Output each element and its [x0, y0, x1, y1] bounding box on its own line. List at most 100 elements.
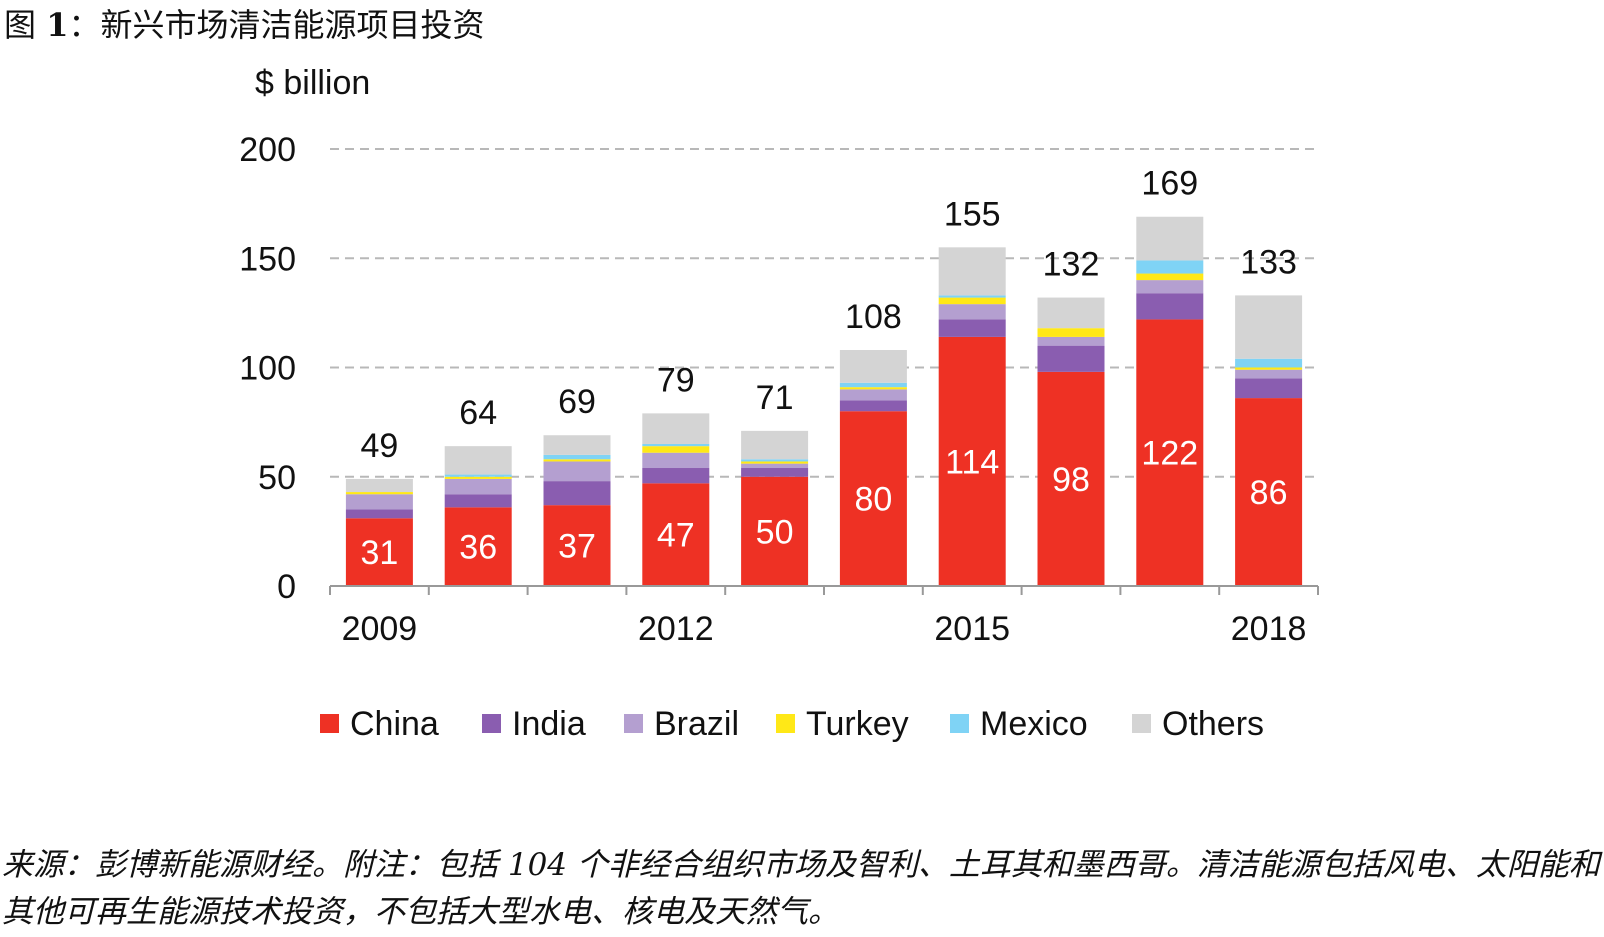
bar-segment-others	[1235, 295, 1303, 359]
y-axis-unit-label: $ billion	[255, 64, 371, 102]
bar-segment-brazil	[543, 461, 611, 482]
figure-title: 图 1：新兴市场清洁能源项目投资	[4, 0, 484, 46]
y-tick-label: 150	[239, 240, 296, 278]
bar-segment-turkey	[1037, 328, 1105, 337]
bar-segment-china	[345, 518, 413, 586]
bar-segment-turkey	[444, 476, 512, 479]
china-value-label: 47	[657, 517, 695, 555]
x-tick-label: 2018	[1231, 610, 1307, 648]
bar-segment-china	[938, 336, 1006, 586]
bar-segment-others	[642, 413, 710, 444]
figure-title-prefix: 图	[4, 6, 37, 44]
legend-label-china: China	[350, 705, 439, 743]
bar-segment-china	[741, 476, 809, 586]
bar-segment-india	[741, 468, 809, 477]
bar-segment-india	[1235, 378, 1303, 399]
bar-segment-india	[345, 509, 413, 519]
bar-segment-india	[839, 400, 907, 412]
bar-segment-others	[938, 247, 1006, 296]
china-value-label: 80	[854, 481, 892, 519]
total-label: 69	[558, 383, 596, 421]
bar-segment-brazil	[741, 463, 809, 469]
bar-segment-china	[444, 507, 512, 586]
source-note: 来源：彭博新能源财经。附注：包括 104 个非经合组织市场及智利、土耳其和墨西哥…	[2, 847, 1600, 930]
bar-segment-others	[543, 435, 611, 455]
bar-segment-mexico	[642, 443, 710, 447]
total-label: 169	[1141, 165, 1198, 203]
bar-segment-india	[642, 468, 710, 484]
bar-segment-others	[839, 350, 907, 383]
total-label: 108	[845, 298, 902, 336]
bar-segment-others	[741, 430, 809, 460]
legend-label-india: India	[512, 705, 586, 743]
bar-segment-china	[1235, 398, 1303, 586]
china-value-label: 31	[360, 534, 398, 572]
total-label: 71	[756, 379, 794, 417]
bar-segment-brazil	[839, 389, 907, 401]
bar-segment-others	[1136, 216, 1204, 261]
bar-segment-mexico	[444, 474, 512, 477]
legend-swatch-turkey	[776, 714, 795, 733]
legend-label-others: Others	[1162, 705, 1264, 743]
total-label: 79	[657, 361, 695, 399]
legend-label-turkey: Turkey	[806, 705, 909, 743]
bar-segment-india	[444, 494, 512, 508]
bar-segment-mexico	[543, 454, 611, 460]
legend-swatch-china	[320, 714, 339, 733]
china-value-label: 114	[945, 443, 999, 481]
legend-swatch-mexico	[950, 714, 969, 733]
bar-segment-turkey	[839, 387, 907, 390]
y-tick-label: 100	[239, 350, 296, 388]
bar-segment-brazil	[1235, 369, 1303, 379]
china-value-label: 122	[1141, 435, 1198, 473]
bar-segment-turkey	[1136, 273, 1204, 281]
x-tick-label: 2009	[342, 610, 418, 648]
bar-segment-mexico	[839, 382, 907, 388]
bar-segment-china	[839, 411, 907, 586]
bar-segment-india	[1136, 293, 1204, 320]
bar-segment-turkey	[345, 492, 413, 495]
y-tick-label: 0	[277, 568, 296, 606]
bar-segment-turkey	[938, 297, 1006, 305]
figure-title-text: ：新兴市场清洁能源项目投资	[68, 6, 485, 44]
bar-segment-turkey	[741, 461, 809, 464]
total-label: 64	[459, 394, 497, 432]
china-value-label: 50	[756, 513, 794, 551]
bar-segment-turkey	[1235, 367, 1303, 370]
legend-label-mexico: Mexico	[980, 705, 1088, 743]
y-tick-label: 200	[239, 131, 296, 169]
stacked-bar-chart: 0 50 100 150 200 49 31 64 36 69 37 79 47 71 50 108 80 155…	[239, 131, 1319, 743]
bar-segment-india	[1037, 345, 1105, 372]
bar-segment-china	[642, 483, 710, 586]
bar-segment-brazil	[938, 304, 1006, 320]
bar-segment-brazil	[642, 452, 710, 469]
bar-segment-brazil	[444, 478, 512, 495]
bar-segment-brazil	[345, 494, 413, 510]
china-value-label: 98	[1052, 461, 1090, 499]
total-label: 49	[360, 427, 398, 465]
bar-segment-others	[1037, 297, 1105, 329]
bar-segment-mexico	[1136, 260, 1204, 274]
legend-swatch-brazil	[624, 714, 643, 733]
legend-label-brazil: Brazil	[654, 705, 739, 743]
china-value-label: 36	[459, 529, 497, 567]
bar-segment-turkey	[543, 459, 611, 462]
legend-swatch-india	[482, 714, 501, 733]
bar-segment-china	[1037, 371, 1105, 586]
bar-segment-india	[938, 319, 1006, 337]
figure-title-number: 1	[46, 6, 69, 44]
bar-segment-china	[1136, 319, 1204, 586]
bar-segment-others	[345, 478, 413, 493]
bar-segment-others	[444, 446, 512, 475]
bar-segment-china	[543, 505, 611, 586]
bar-segment-turkey	[642, 446, 710, 453]
total-label: 132	[1043, 246, 1100, 284]
total-label: 155	[944, 195, 1001, 233]
legend-swatch-others	[1132, 714, 1151, 733]
x-tick-label: 2012	[638, 610, 714, 648]
china-value-label: 37	[558, 528, 596, 566]
bar-segment-mexico	[741, 459, 809, 462]
bar-segment-mexico	[938, 295, 1006, 298]
y-tick-label: 50	[258, 459, 296, 497]
bar-segment-brazil	[1037, 336, 1105, 346]
